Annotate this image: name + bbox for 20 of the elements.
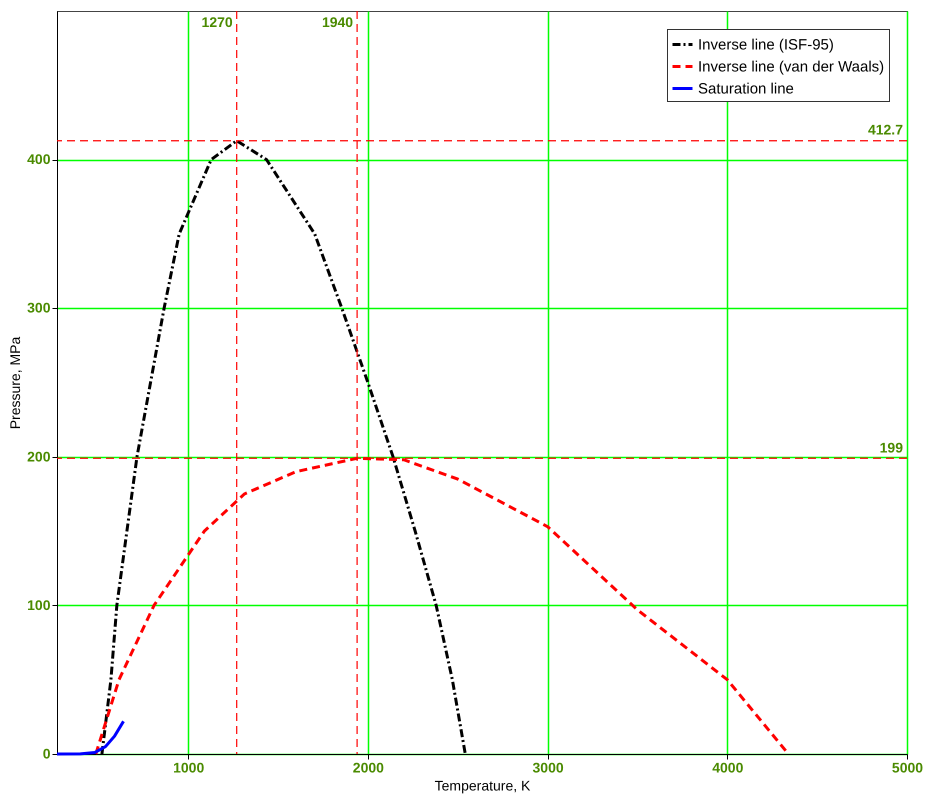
x-tick-label: 5000	[892, 760, 924, 776]
line-series	[56, 720, 125, 756]
y-tick-label: 0	[42, 746, 51, 762]
legend-label: Saturation line	[698, 80, 794, 98]
x-axis-title: Temperature, K	[434, 778, 532, 794]
y-tick-label: 100	[27, 596, 51, 613]
ref-line-label: 1940	[322, 14, 354, 30]
ref-line-label: 412.7	[868, 122, 904, 138]
legend-label: Inverse line (van der Waals)	[698, 58, 884, 76]
legend-label: Inverse line (ISF-95)	[698, 36, 834, 54]
x-tick-label: 1000	[173, 760, 204, 776]
y-axis-title: Pressure, MPa	[7, 336, 24, 430]
ref-line-label: 1270	[202, 14, 233, 30]
x-tick-label: 4000	[712, 760, 744, 776]
x-tick-label: 3000	[532, 760, 564, 776]
y-tick-label: 300	[27, 300, 51, 316]
y-tick-label: 200	[27, 448, 51, 464]
x-tick-label: 2000	[352, 760, 384, 776]
y-tick-label: 400	[27, 151, 51, 168]
ref-line-label: 199	[880, 439, 904, 456]
